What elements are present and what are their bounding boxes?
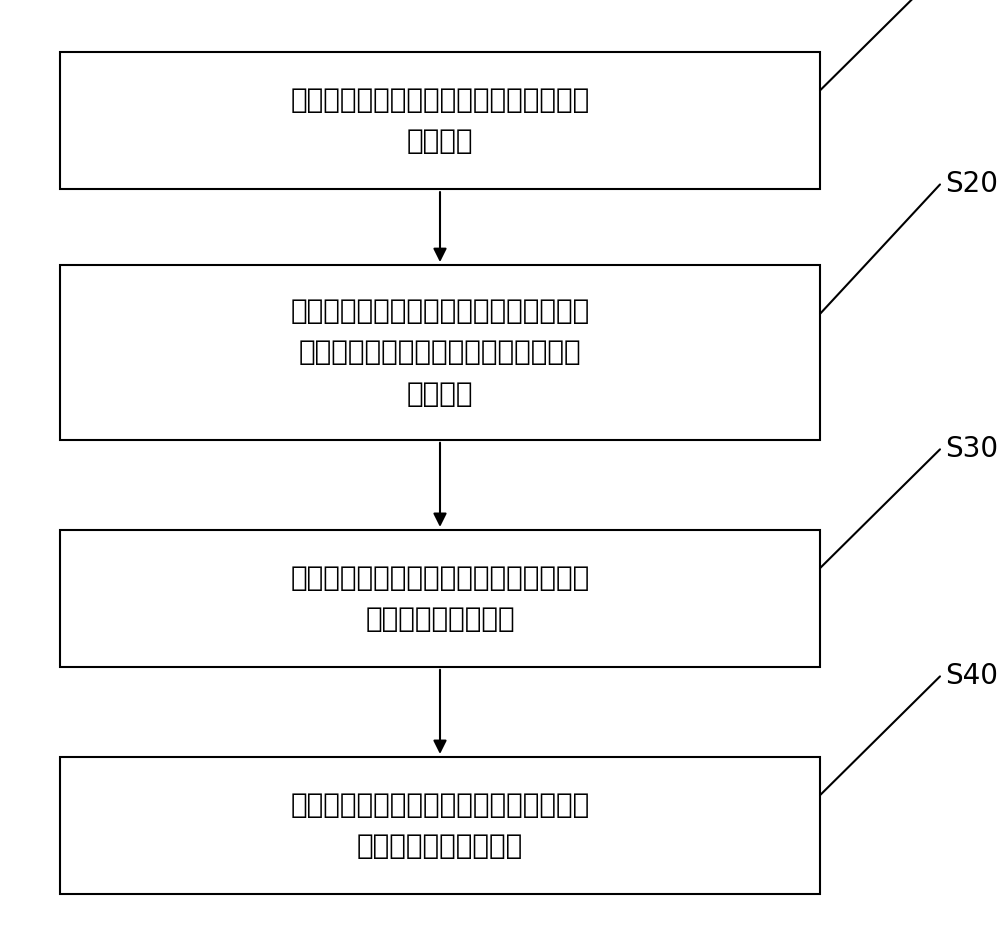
Text: S40: S40 <box>945 662 998 691</box>
Bar <box>60 530 820 667</box>
Text: S20: S20 <box>945 170 998 199</box>
Text: 将上述各轴孔的图像坐标数据转换为机器
人坐标系的坐标数据: 将上述各轴孔的图像坐标数据转换为机器 人坐标系的坐标数据 <box>290 564 590 633</box>
Text: 获取孔系工件的图像数据，将图像数据传
到上位机: 获取孔系工件的图像数据，将图像数据传 到上位机 <box>290 86 590 155</box>
Text: 将机器人坐标数据发送给机器人控制器，
从而完成视觉引导工作: 将机器人坐标数据发送给机器人控制器， 从而完成视觉引导工作 <box>290 791 590 860</box>
Bar <box>60 265 820 440</box>
Text: S30: S30 <box>945 435 998 464</box>
Text: 对图像数据进行处理和分析，得出孔系工
件在图像上各轴孔的中心位置及半径的
图像数据: 对图像数据进行处理和分析，得出孔系工 件在图像上各轴孔的中心位置及半径的 图像数… <box>290 297 590 408</box>
Bar <box>60 757 820 894</box>
Bar <box>60 52 820 189</box>
